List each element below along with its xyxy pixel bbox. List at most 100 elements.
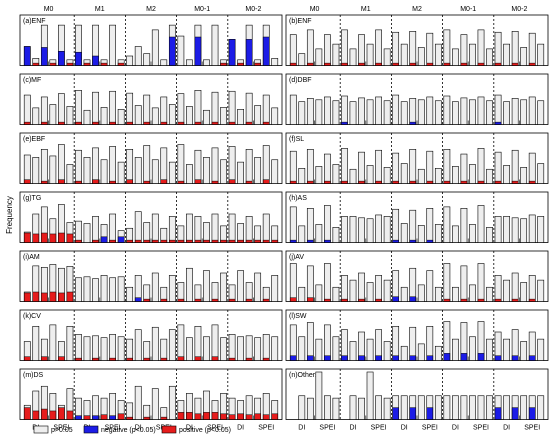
- bar-total: [520, 99, 528, 125]
- bar-total: [324, 324, 331, 361]
- bar-total: [58, 93, 65, 125]
- bar-positive: [109, 180, 116, 184]
- bar-total: [203, 336, 210, 361]
- bar-total: [537, 163, 545, 184]
- bar-total: [117, 109, 125, 125]
- bar-total: [426, 208, 434, 243]
- bar-positive: [409, 180, 417, 184]
- bar-positive: [228, 121, 236, 125]
- bar-total: [262, 213, 270, 243]
- bar-positive: [262, 414, 270, 420]
- bar-negative: [100, 236, 108, 243]
- bar-positive: [203, 239, 210, 243]
- bar-total: [100, 275, 108, 302]
- bar-total: [477, 395, 485, 420]
- bar-positive: [211, 356, 219, 361]
- bar-positive: [49, 62, 57, 66]
- bar-total: [298, 101, 306, 125]
- bar-total: [49, 155, 57, 184]
- panel-9: (i)AM: [19, 250, 283, 302]
- bar-total: [375, 96, 382, 125]
- panel-14: (n)Others: [285, 368, 549, 420]
- panel-6: (f)SL: [285, 132, 549, 184]
- bar-total: [237, 109, 244, 125]
- bar-total: [203, 270, 210, 302]
- bar-total: [366, 165, 374, 184]
- bar-total: [477, 263, 485, 302]
- bar-positive: [49, 410, 57, 420]
- bar-total: [349, 341, 357, 361]
- bar-total: [228, 90, 236, 125]
- bar-positive: [160, 121, 168, 125]
- bar-negative: [324, 355, 331, 361]
- bar-positive: [341, 298, 348, 302]
- bar-total: [358, 97, 365, 125]
- bar-total: [143, 53, 151, 66]
- x-tick-label: DI: [237, 425, 244, 432]
- bar-total: [177, 144, 185, 184]
- bar-total: [469, 395, 476, 420]
- bar-positive: [83, 415, 91, 420]
- bar-positive: [289, 297, 297, 302]
- bar-positive: [262, 357, 270, 361]
- bar-total: [409, 30, 417, 66]
- bar-total: [349, 48, 357, 66]
- bar-negative: [494, 407, 502, 420]
- bar-total: [392, 152, 400, 184]
- bar-positive: [160, 179, 168, 184]
- bar-positive: [220, 413, 227, 420]
- bar-total: [298, 395, 306, 420]
- bar-total: [83, 276, 91, 302]
- bar-positive: [211, 412, 219, 420]
- bar-total: [417, 47, 425, 66]
- bar-total: [426, 325, 434, 361]
- bar-total: [100, 337, 108, 361]
- bar-positive: [126, 416, 133, 420]
- bar-positive: [32, 410, 40, 420]
- bar-total: [375, 29, 382, 66]
- bar-negative: [324, 239, 331, 243]
- bar-total: [392, 31, 400, 66]
- panel-title: (f)SL: [289, 136, 304, 143]
- bar-positive: [528, 62, 536, 66]
- bar-positive: [41, 292, 48, 302]
- legend-label-positive: positive (p<0.05): [179, 427, 231, 434]
- bar-total: [66, 325, 74, 361]
- bar-positive: [237, 413, 244, 420]
- bar-negative: [409, 355, 417, 361]
- bar-positive: [494, 298, 502, 302]
- bar-positive: [92, 179, 99, 184]
- bar-total: [143, 145, 151, 184]
- bar-total: [520, 167, 528, 184]
- bar-total: [511, 149, 519, 184]
- bar-total: [194, 216, 202, 243]
- bar-positive: [160, 357, 168, 361]
- panel-title: (h)AS: [289, 195, 307, 202]
- bar-positive: [151, 239, 159, 243]
- bar-negative: [426, 407, 434, 420]
- panel-title: (c)MF: [23, 77, 41, 84]
- bar-total: [92, 91, 99, 125]
- bar-total: [315, 371, 323, 420]
- bar-positive: [409, 62, 417, 66]
- bar-total: [324, 153, 331, 184]
- bar-total: [143, 341, 151, 361]
- bar-total: [109, 213, 116, 243]
- bar-positive: [66, 410, 74, 420]
- bar-total: [324, 96, 331, 125]
- x-tick-label: DI: [503, 425, 510, 432]
- bar-negative: [289, 355, 297, 361]
- bar-total: [469, 224, 476, 243]
- bar-total: [160, 96, 168, 125]
- bar-total: [486, 100, 493, 125]
- x-tick-label: SPEI: [53, 425, 69, 432]
- bar-total: [452, 395, 459, 420]
- panel-title: (l)SW: [289, 313, 307, 320]
- bar-positive: [375, 62, 382, 66]
- panel-title: (n)Others: [289, 372, 319, 379]
- bar-positive: [194, 239, 202, 243]
- bar-positive: [228, 414, 236, 420]
- bar-total: [324, 395, 331, 420]
- bar-total: [40, 96, 48, 125]
- bar-positive: [228, 298, 236, 302]
